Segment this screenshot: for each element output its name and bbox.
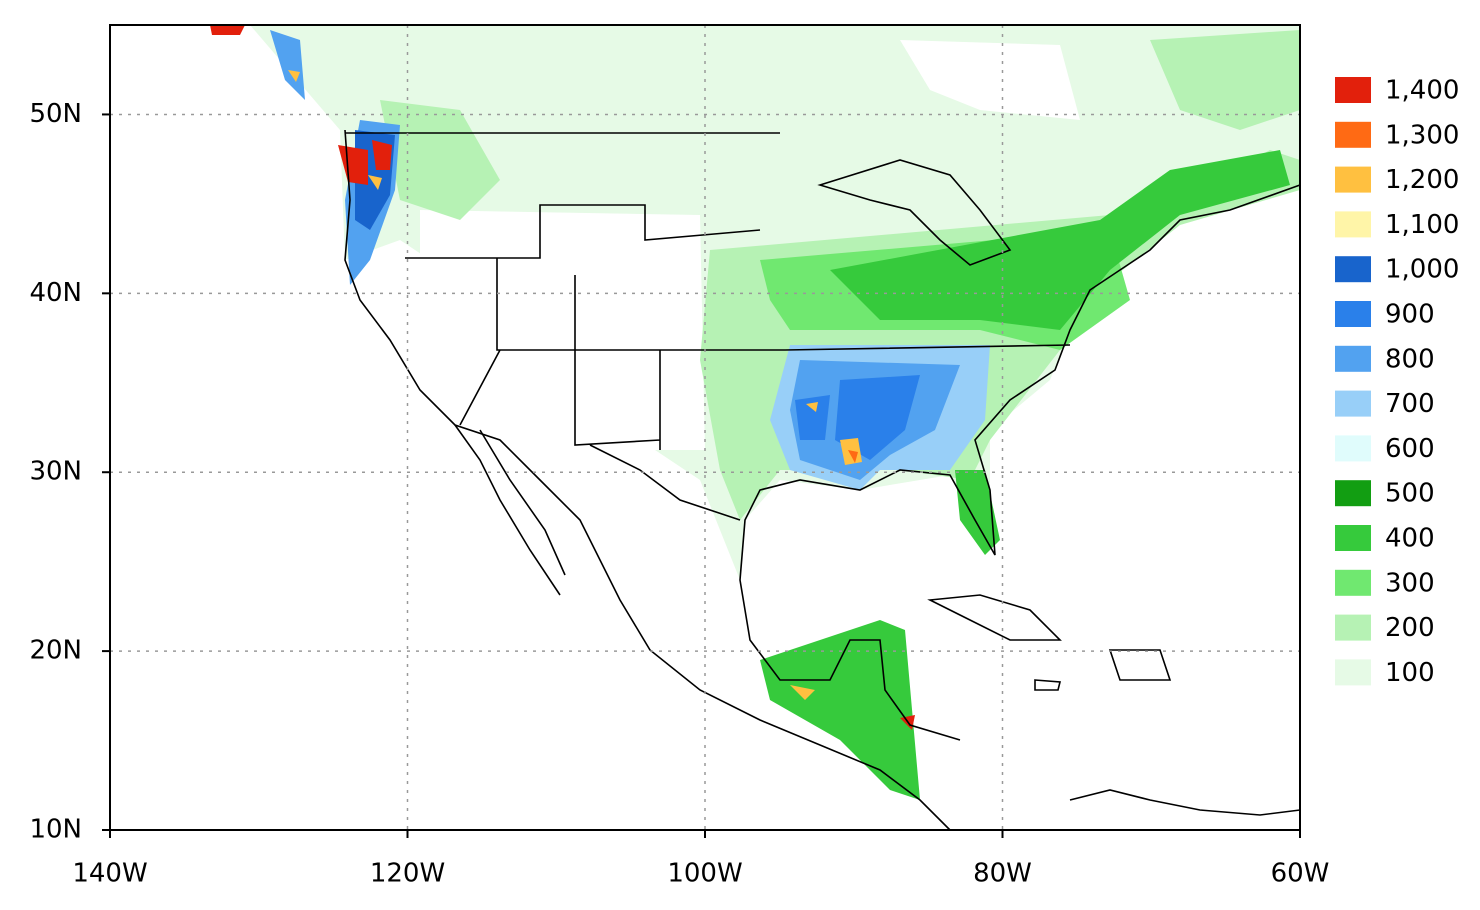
field-none (420, 40, 1080, 450)
legend-label: 500 (1385, 479, 1435, 509)
coastline (454, 424, 566, 596)
legend-label: 300 (1385, 568, 1435, 598)
legend-swatch (1335, 211, 1371, 238)
legend-swatch (1335, 121, 1371, 148)
legend-swatch (1335, 435, 1371, 462)
x-tick-label: 120W (370, 859, 445, 889)
field-900 (795, 375, 920, 460)
axes: 140W 120W 100W 80W 60W 10N 20N 30N 40N 50N (29, 99, 1329, 889)
grid (110, 25, 1300, 830)
y-tick-label: 50N (29, 99, 82, 129)
y-tick-label: 10N (29, 815, 82, 845)
legend-swatch (1335, 256, 1371, 283)
legend-swatch (1335, 301, 1371, 327)
legend-swatch (1335, 659, 1371, 686)
legend-label: 1,000 (1385, 255, 1459, 285)
precip-field (110, 25, 1300, 800)
field-1300 (848, 450, 858, 463)
legend-label: 1,100 (1385, 210, 1459, 240)
legend-swatch (1335, 345, 1371, 372)
field-400 (830, 150, 1290, 330)
y-tick-label: 30N (29, 457, 82, 487)
legend: 1,400 1,300 1,200 1,100 1,000 900 800 700 600 500… (1335, 76, 1459, 688)
legend-label: 600 (1385, 434, 1435, 464)
legend-swatch (1335, 525, 1371, 551)
legend-label: 1,200 (1385, 165, 1459, 195)
legend-label: 200 (1385, 613, 1435, 643)
legend-swatch (1335, 569, 1371, 596)
border (345, 132, 1071, 521)
legend-label: 1,300 (1385, 120, 1459, 150)
legend-swatch (1335, 614, 1371, 641)
field-400 (760, 470, 1000, 800)
legend-label: 400 (1385, 524, 1435, 554)
x-tick-label: 100W (667, 859, 742, 889)
y-tick-label: 40N (29, 278, 82, 308)
legend-swatch (1335, 480, 1371, 507)
legend-label: 100 (1385, 658, 1435, 688)
legend-swatch (1335, 390, 1371, 417)
legend-label: 700 (1385, 389, 1435, 419)
legend-label: 900 (1385, 300, 1435, 330)
coastlines (344, 129, 1301, 831)
legend-swatch (1335, 77, 1371, 103)
y-tick-label: 20N (29, 636, 82, 666)
coastline (344, 129, 1301, 831)
legend-swatch (1335, 166, 1371, 193)
coastline (817, 159, 1301, 816)
x-tick-label: 80W (973, 859, 1032, 889)
legend-label: 1,400 (1385, 76, 1459, 106)
x-tick-label: 140W (72, 859, 147, 889)
field-200 (380, 30, 1300, 220)
x-tick-label: 60W (1271, 859, 1330, 889)
legend-label: 800 (1385, 344, 1435, 374)
field-1200 (288, 70, 382, 190)
